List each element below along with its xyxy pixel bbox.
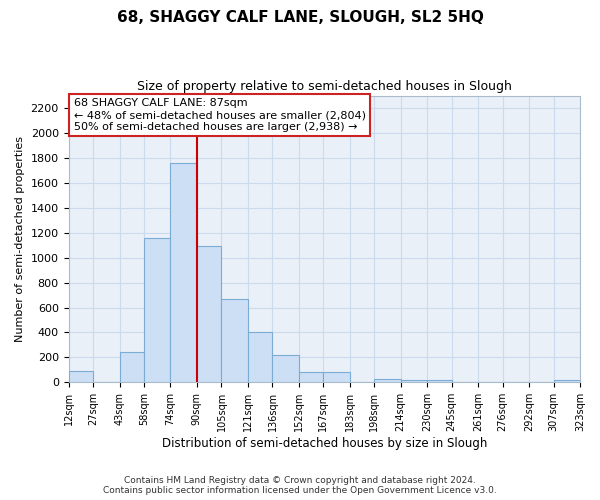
Bar: [68, 371, 93, 382]
Bar: [272, 355, 299, 382]
Title: Size of property relative to semi-detached houses in Slough: Size of property relative to semi-detach…: [137, 80, 512, 93]
Text: 68 SHAGGY CALF LANE: 87sqm
← 48% of semi-detached houses are smaller (2,804)
50%: 68 SHAGGY CALF LANE: 87sqm ← 48% of semi…: [74, 98, 365, 132]
Bar: [554, 380, 580, 382]
Y-axis label: Number of semi-detached properties: Number of semi-detached properties: [15, 136, 25, 342]
Bar: [374, 378, 401, 382]
Bar: [299, 372, 323, 382]
Bar: [427, 380, 452, 382]
Bar: [401, 380, 427, 382]
Text: 68, SHAGGY CALF LANE, SLOUGH, SL2 5HQ: 68, SHAGGY CALF LANE, SLOUGH, SL2 5HQ: [116, 10, 484, 25]
Bar: [221, 299, 248, 382]
Bar: [144, 238, 170, 382]
Bar: [119, 352, 144, 382]
Bar: [323, 372, 350, 382]
Bar: [170, 163, 197, 382]
Bar: [197, 246, 221, 382]
Text: Contains HM Land Registry data © Crown copyright and database right 2024.
Contai: Contains HM Land Registry data © Crown c…: [103, 476, 497, 495]
Bar: [248, 332, 272, 382]
X-axis label: Distribution of semi-detached houses by size in Slough: Distribution of semi-detached houses by …: [161, 437, 487, 450]
